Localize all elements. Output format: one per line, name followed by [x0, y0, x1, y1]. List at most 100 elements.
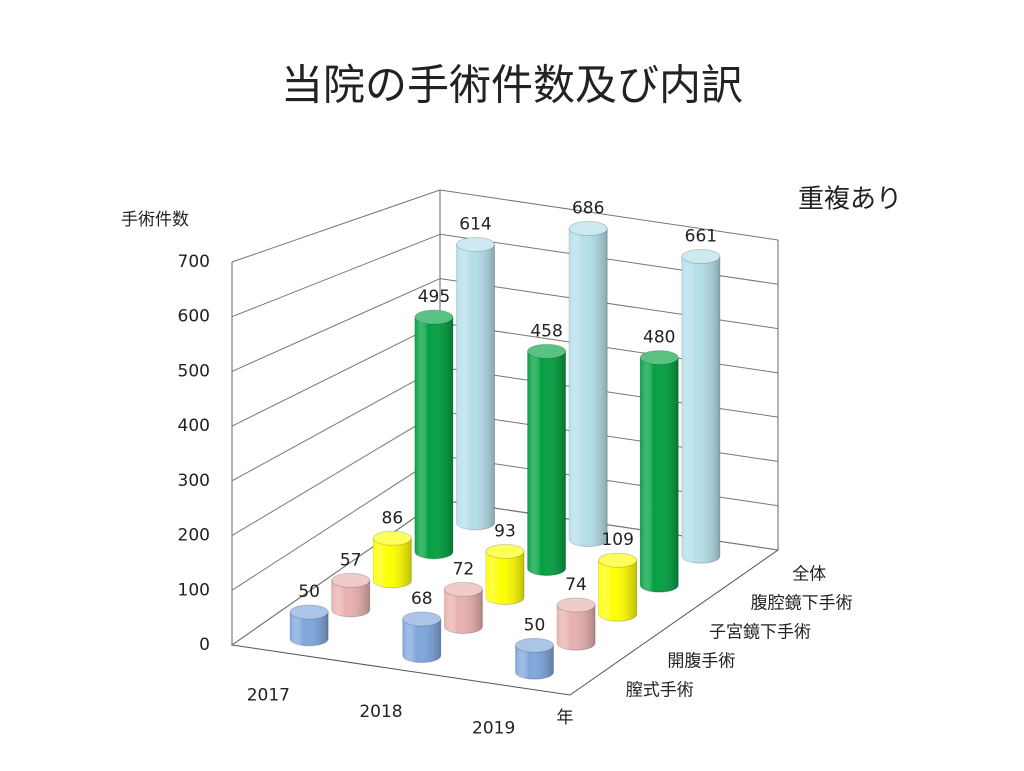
grid-line	[439, 366, 779, 418]
cylinder	[639, 350, 679, 593]
data-label: 72	[453, 559, 475, 579]
bar-top	[681, 249, 721, 265]
bar-shade	[444, 589, 483, 634]
data-label: 57	[340, 550, 362, 570]
bar-top	[556, 597, 596, 613]
cylinder	[456, 237, 496, 531]
grid-line	[439, 278, 779, 330]
y-tick-label: 400	[178, 416, 210, 436]
data-label: 50	[298, 582, 320, 602]
data-label: 68	[411, 589, 433, 609]
bar-top	[568, 221, 608, 237]
bar-top-shine	[456, 237, 495, 252]
bar-top-shine	[557, 597, 596, 612]
bar-shade	[640, 357, 679, 593]
cylinder	[681, 249, 721, 564]
bar-top	[289, 604, 329, 620]
bar-shade	[331, 580, 370, 617]
legend-label: 腹腔鏡下手術	[751, 594, 853, 614]
bar-top-shine	[331, 573, 370, 588]
bar-shade	[290, 611, 329, 646]
bar-top-shine	[402, 612, 441, 627]
bar-top-shine	[527, 344, 566, 359]
bar-shade	[681, 256, 720, 564]
bar-top-shine	[569, 221, 608, 236]
bar-shade	[486, 551, 524, 605]
bar-top-shine	[486, 544, 524, 559]
bar-top	[414, 309, 454, 325]
grid-line	[439, 499, 779, 551]
y-tick-label: 300	[178, 471, 210, 491]
bar-top-shine	[681, 249, 720, 264]
cylinder	[485, 543, 525, 605]
grid-line	[231, 278, 441, 372]
bar-top	[485, 543, 525, 559]
bar-top	[372, 530, 412, 546]
bar-shade	[456, 244, 495, 530]
x-tick-label: 2019	[472, 719, 515, 739]
bar-shade	[373, 538, 412, 588]
data-label: 480	[643, 328, 675, 348]
grid-line	[439, 410, 779, 462]
note: 重複あり	[798, 185, 902, 215]
grid-line	[231, 322, 441, 427]
bar-top-shine	[515, 638, 554, 653]
data-label: 93	[494, 521, 516, 541]
bar-top	[331, 572, 371, 588]
x-tick-label: 2017	[247, 685, 290, 705]
bar-shade	[598, 560, 637, 622]
grid-line	[439, 455, 779, 507]
data-label: 86	[382, 508, 404, 528]
cylinder	[527, 343, 567, 576]
bar-shade	[414, 317, 453, 559]
y-axis-label: 手術件数	[121, 210, 189, 230]
data-label: 495	[418, 287, 450, 307]
grid-line	[231, 410, 441, 537]
bar-top	[402, 611, 442, 627]
cylinder	[372, 530, 412, 589]
y-tick-label: 600	[178, 307, 210, 327]
data-label: 109	[601, 530, 633, 550]
bar-top	[527, 343, 567, 359]
bar-top-shine	[444, 582, 483, 597]
cylinder	[598, 552, 638, 622]
grid-line	[231, 499, 441, 646]
bar-top-shine	[373, 531, 412, 546]
bar-top-shine	[414, 310, 453, 325]
y-tick-label: 200	[178, 526, 210, 546]
grid-line	[231, 366, 441, 482]
bar-shade	[569, 228, 608, 547]
data-label: 74	[565, 575, 587, 595]
data-label: 458	[530, 321, 562, 341]
cylinder	[289, 604, 329, 647]
x-axis-label: 年	[557, 708, 574, 728]
chart-title: 当院の手術件数及び内訳	[281, 61, 743, 110]
grid-line	[439, 322, 779, 374]
bar-shade	[527, 351, 566, 576]
y-tick-label: 500	[178, 361, 210, 381]
bar-top-shine	[290, 604, 329, 619]
grid-line	[439, 233, 779, 285]
grid-line	[231, 455, 441, 591]
bar-top-shine	[598, 553, 637, 568]
data-label: 50	[524, 615, 546, 635]
y-tick-label: 100	[178, 580, 210, 600]
y-tick-label: 0	[199, 635, 210, 655]
grid-line	[231, 233, 441, 318]
bar-top-shine	[640, 350, 679, 365]
bar-top	[598, 552, 638, 568]
cylinder	[556, 597, 596, 651]
bar-shade	[402, 619, 441, 663]
cylinder	[514, 637, 554, 680]
grid-line	[231, 189, 441, 263]
bar-top	[639, 350, 679, 366]
bar-top	[514, 637, 554, 653]
bar-top	[456, 237, 496, 253]
data-label: 686	[572, 199, 604, 219]
x-tick-label: 2018	[359, 702, 402, 722]
grid-line	[439, 189, 779, 241]
bar-shade	[557, 604, 596, 651]
cylinder	[443, 581, 483, 634]
y-tick-label: 700	[178, 252, 210, 272]
bar-top	[443, 581, 483, 597]
